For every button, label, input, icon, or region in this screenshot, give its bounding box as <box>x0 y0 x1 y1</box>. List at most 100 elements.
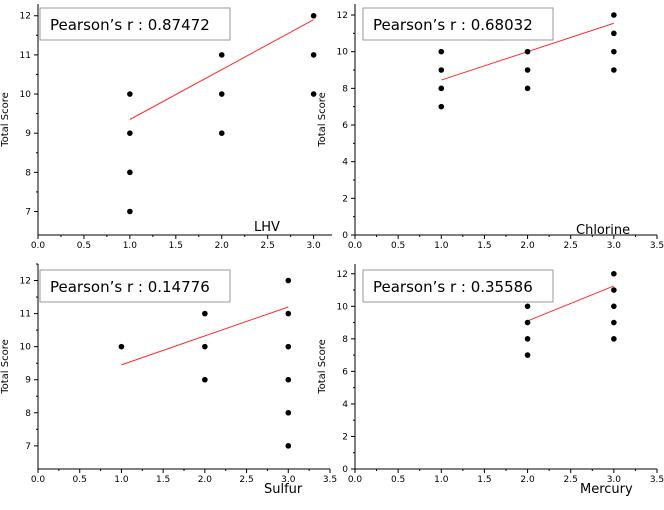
chart-1-y-tick-label: 0 <box>342 231 348 241</box>
chart-1-y-tick-label: 12 <box>337 11 348 21</box>
chart-1-point <box>438 48 445 55</box>
chart-3-point <box>611 319 617 326</box>
chart-2-x-tick-label: 3.5 <box>323 475 337 485</box>
chart-0-x-tick-label: 1.5 <box>169 241 183 251</box>
chart-0-point <box>310 91 317 97</box>
chart-1-x-tick-label: 0.0 <box>348 241 363 251</box>
chart-1-x-tick-label: 2.5 <box>564 241 578 251</box>
chart-3-y-tick-label: 12 <box>337 270 348 280</box>
chart-0-x-tick-label: 0.0 <box>31 241 46 251</box>
chart-3-x-tick-label: 3.0 <box>607 475 622 485</box>
chart-1-point <box>611 67 617 73</box>
chart-0-point <box>127 208 133 215</box>
chart-2-x-tick-label: 1.0 <box>114 475 129 485</box>
chart-1-y-axis-label: Total Score <box>317 92 328 148</box>
chart-0-pearson-label: Pearson’s r : 0.87472 <box>50 16 210 34</box>
chart-1-pearson-label: Pearson’s r : 0.68032 <box>373 16 533 34</box>
chart-0-y-tick-label: 12 <box>20 12 31 22</box>
chart-0-annotation-box <box>39 7 231 41</box>
chart-2-annotation-box <box>39 269 231 303</box>
chart-2-point <box>202 310 208 317</box>
chart-3-y-tick-label: 10 <box>337 302 349 312</box>
chart-2-x-tick-label: 3.0 <box>281 475 296 485</box>
chart-2-x-tick-label: 0.5 <box>73 475 87 485</box>
chart-0-x-tick-label: 2.0 <box>215 241 230 251</box>
chart-2-point <box>118 343 125 350</box>
chart-1-point <box>611 12 617 18</box>
chart-1-point <box>611 48 617 55</box>
chart-0-point <box>310 52 317 58</box>
chart-3-point <box>611 336 617 342</box>
chart-3-x-tick-label: 2.0 <box>520 475 535 485</box>
chart-1-x-tick-label: 1.5 <box>477 241 491 251</box>
chart-3-y-tick-label: 2 <box>342 432 348 442</box>
chart-3-point <box>524 352 531 358</box>
chart-3-y-tick-label: 4 <box>342 400 348 410</box>
chart-0-panel-label: LHV <box>254 220 280 235</box>
chart-1-x-tick-label: 2.0 <box>520 241 535 251</box>
chart-2-point <box>202 343 208 350</box>
chart-0-x-tick-label: 1.0 <box>123 241 138 251</box>
chart-3-y-tick-label: 0 <box>342 465 348 475</box>
chart-2-point <box>285 277 292 284</box>
chart-1-annotation-box <box>362 7 554 41</box>
chart-0: 0.0 0.5 1.0 1.5 2.0 2.5 3.0 7 8 9 10 11 12 Total Scor… <box>0 4 332 251</box>
chart-0-point <box>127 169 133 176</box>
chart-1-point <box>524 67 531 73</box>
chart-3-x-tick-label: 2.5 <box>564 475 578 485</box>
chart-0-point <box>310 12 317 19</box>
chart-3-point <box>524 336 531 342</box>
chart-1-point <box>524 48 531 55</box>
chart-2-y-axis-label: Total Score <box>0 339 11 395</box>
chart-0-point <box>218 52 225 58</box>
chart-2-pearson-label: Pearson’s r : 0.14776 <box>50 278 210 296</box>
chart-1: 0.0 0.5 1.0 1.5 2.0 2.5 3.0 3.5 0 2 4 6 8 10 12 Total S… <box>317 4 664 251</box>
chart-1-y-tick-label: 10 <box>337 48 349 58</box>
chart-0-point <box>218 91 225 97</box>
chart-2-point <box>285 310 292 317</box>
chart-2-x-tick-label: 1.5 <box>156 475 170 485</box>
chart-3-panel-label: Mercury <box>580 482 633 497</box>
chart-3-point <box>524 303 531 310</box>
chart-2-point <box>202 376 208 383</box>
chart-2-panel-label: Sulfur <box>264 482 303 497</box>
chart-0-x-tick-label: 3.0 <box>306 241 321 251</box>
chart-3-point <box>524 319 531 326</box>
chart-0-y-tick-label: 9 <box>25 129 31 139</box>
chart-2-y-tick-label: 11 <box>20 310 31 320</box>
chart-3: 0.0 0.5 1.0 1.5 2.0 2.5 3.0 3.5 0 2 4 6 8 10 12 Total S… <box>317 264 664 497</box>
chart-0-point <box>127 130 133 137</box>
chart-0-x-tick-label: 2.5 <box>261 241 275 251</box>
chart-2-x-tick-label: 2.5 <box>239 475 253 485</box>
chart-3-y-tick-label: 6 <box>342 367 348 377</box>
chart-3-point <box>611 270 617 277</box>
chart-0-y-tick-label: 10 <box>20 90 32 100</box>
chart-0-fit-line <box>129 19 314 120</box>
chart-0-y-axis-label: Total Score <box>0 92 11 148</box>
chart-1-y-tick-label: 6 <box>342 121 348 131</box>
chart-3-y-axis-label: Total Score <box>317 339 328 395</box>
chart-1-x-tick-label: 0.5 <box>391 241 405 251</box>
chart-2-y-tick-label: 8 <box>25 409 31 419</box>
chart-2-x-tick-label: 2.0 <box>198 475 213 485</box>
chart-0-point <box>218 130 225 137</box>
chart-2-y-tick-label: 7 <box>25 442 31 452</box>
chart-2: 0.0 0.5 1.0 1.5 2.0 2.5 3.0 3.5 7 8 9 10 11 12 Total S… <box>0 263 337 497</box>
chart-1-panel-label: Chlorine <box>576 223 630 238</box>
chart-1-y-tick-label: 4 <box>342 158 348 168</box>
chart-2-fit-line <box>121 306 289 366</box>
chart-1-x-tick-label: 3.0 <box>607 241 622 251</box>
chart-3-x-tick-label: 0.0 <box>348 475 363 485</box>
chart-3-x-tick-label: 1.5 <box>477 475 491 485</box>
chart-2-y-tick-label: 10 <box>20 343 32 353</box>
chart-1-x-tick-label: 1.0 <box>434 241 449 251</box>
chart-0-y-tick-label: 7 <box>25 208 31 218</box>
chart-3-x-tick-label: 0.5 <box>391 475 405 485</box>
chart-1-point <box>611 30 617 37</box>
chart-1-y-tick-label: 8 <box>342 84 348 94</box>
chart-0-point <box>127 91 133 97</box>
chart-1-point <box>438 67 445 73</box>
chart-3-pearson-label: Pearson’s r : 0.35586 <box>373 278 533 296</box>
chart-1-point <box>524 85 531 92</box>
